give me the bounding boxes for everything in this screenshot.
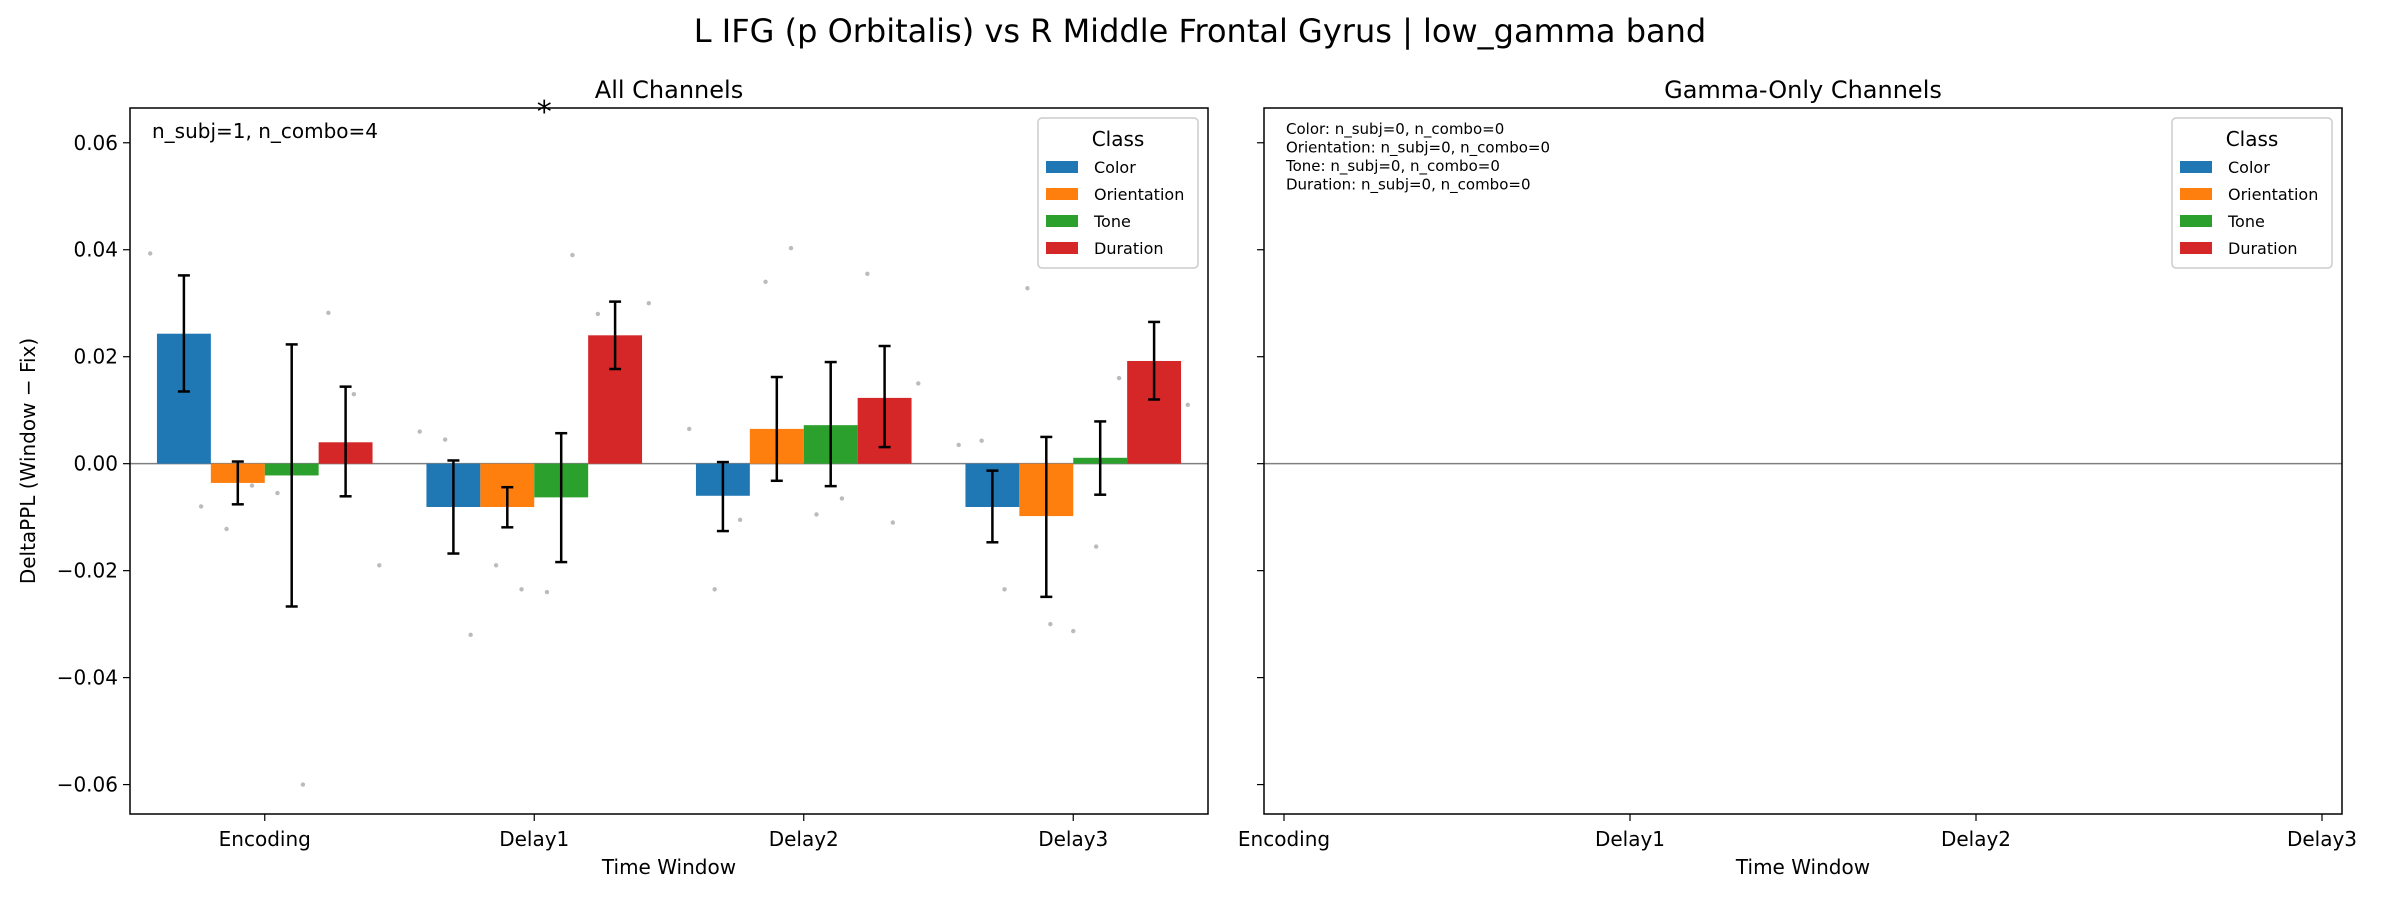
y-tick-label: −0.04 — [57, 666, 118, 690]
legend: Class Color Orientation Tone Duration — [1037, 117, 1199, 269]
subject-point — [1048, 621, 1053, 627]
subject-point — [1002, 587, 1007, 592]
legend-label: Tone — [1093, 212, 1131, 231]
panel-title: All Channels — [595, 76, 743, 104]
y-tick-label: 0.04 — [73, 238, 118, 262]
subject-point — [956, 442, 961, 448]
subject-point — [788, 245, 794, 251]
subject-point — [377, 563, 382, 568]
x-tick-label: Delay3 — [1038, 827, 1108, 851]
x-tick-label: Delay2 — [769, 827, 839, 851]
subject-point — [979, 438, 984, 443]
y-tick-label: 0.00 — [73, 452, 118, 476]
subject-point — [712, 587, 717, 592]
legend-swatch — [2180, 188, 2212, 200]
panel-title: Gamma-Only Channels — [1664, 76, 1942, 104]
legend-frame — [2171, 117, 2333, 269]
y-tick-label: −0.06 — [57, 773, 118, 797]
legend-swatch — [2180, 242, 2212, 254]
x-tick-label: Encoding — [219, 827, 311, 851]
subject-point — [839, 496, 845, 501]
subject-point — [351, 391, 357, 397]
subject-point — [198, 504, 204, 509]
subject-point — [687, 426, 692, 432]
legend-swatch — [2180, 161, 2212, 173]
subject-point — [300, 782, 306, 787]
subject-point — [865, 271, 870, 277]
subject-point — [1071, 628, 1076, 634]
subject-point — [737, 517, 743, 523]
y-axis-label: DeltaPPL (Window − Fix) — [16, 338, 40, 584]
subject-point — [493, 563, 499, 568]
subject-point — [595, 311, 601, 317]
subject-point — [249, 483, 255, 488]
x-axis-label: Time Window — [601, 855, 736, 879]
legend-frame — [1037, 117, 1199, 269]
subject-point — [417, 429, 422, 434]
subject-point — [646, 301, 651, 306]
stats-annotation-line: Duration: n_subj=0, n_combo=0 — [1286, 176, 1531, 195]
subject-point — [224, 526, 229, 532]
figure-title: L IFG (p Orbitalis) vs R Middle Frontal … — [694, 12, 1706, 50]
legend-swatch — [1046, 242, 1078, 254]
subject-point — [148, 251, 153, 256]
x-tick-label: Delay1 — [1595, 827, 1665, 851]
panel-all-channels: All Channels 0.06 0.04 0.02 0.00 −0.02 −0.04 −0… — [16, 76, 1209, 879]
legend-label: Color — [1094, 158, 1136, 177]
subject-point — [916, 381, 921, 386]
legend-label: Orientation — [1094, 185, 1184, 204]
subject-point — [544, 589, 550, 595]
panel-gamma-only-channels: Gamma-Only Channels Encoding Delay1 Delay2 D… — [1238, 76, 2357, 879]
subject-point — [468, 632, 473, 638]
significance-marker: * — [537, 95, 552, 130]
subject-point — [1025, 286, 1030, 291]
stats-annotation-line: Color: n_subj=0, n_combo=0 — [1286, 120, 1504, 139]
stats-annotation-line: Orientation: n_subj=0, n_combo=0 — [1286, 139, 1550, 158]
stats-annotation-line: Tone: n_subj=0, n_combo=0 — [1285, 157, 1500, 176]
subject-point — [1185, 402, 1190, 408]
subject-point — [763, 279, 768, 285]
legend-label: Duration — [1094, 239, 1164, 258]
subject-point — [814, 512, 819, 517]
y-tick-label: 0.02 — [73, 345, 118, 369]
legend-label: Duration — [2228, 239, 2298, 258]
x-tick-label: Delay1 — [499, 827, 569, 851]
subject-point — [570, 252, 575, 258]
legend-label: Color — [2228, 158, 2270, 177]
legend-title: Class — [1092, 127, 1145, 151]
subject-point — [519, 587, 524, 592]
subject-point — [326, 310, 331, 316]
legend-title: Class — [2226, 127, 2279, 151]
subject-point — [442, 437, 448, 442]
legend-swatch — [1046, 161, 1078, 173]
axes-frame — [1263, 107, 2343, 815]
legend-label: Tone — [2227, 212, 2265, 231]
legend-swatch — [1046, 188, 1078, 200]
x-tick-label: Encoding — [1238, 827, 1330, 851]
legend-swatch — [2180, 215, 2212, 227]
subject-point — [890, 520, 896, 525]
stats-annotation: n_subj=1, n_combo=4 — [152, 119, 378, 143]
legend-swatch — [1046, 215, 1078, 227]
subject-point — [1093, 544, 1099, 549]
subject-point — [275, 490, 280, 496]
y-tick-label: 0.06 — [73, 131, 118, 155]
axes-frame — [129, 107, 1209, 815]
x-tick-label: Delay3 — [2287, 827, 2357, 851]
y-tick-label: −0.02 — [57, 559, 118, 583]
legend-label: Orientation — [2228, 185, 2318, 204]
x-axis-label: Time Window — [1735, 855, 1870, 879]
x-tick-label: Delay2 — [1941, 827, 2011, 851]
legend: Class Color Orientation Tone Duration — [2171, 117, 2333, 269]
subject-point — [1116, 375, 1122, 381]
